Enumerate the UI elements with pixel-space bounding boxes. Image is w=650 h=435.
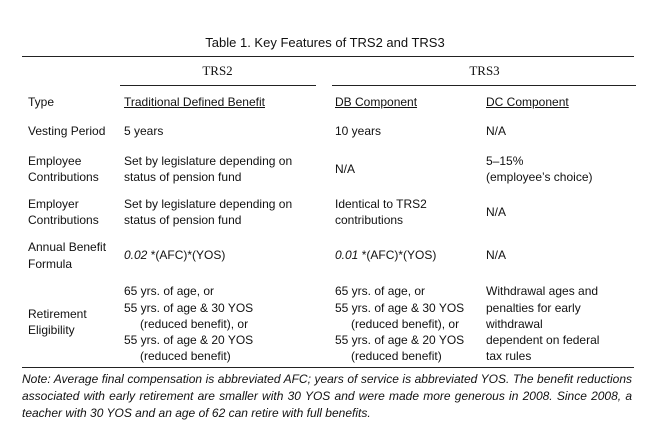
db-formula: 0.01 *(AFC)*(YOS) xyxy=(335,247,436,264)
db-eligibility-2: 55 yrs. of age & 30 YOS xyxy=(335,301,465,315)
dc-vesting: N/A xyxy=(486,124,507,138)
row-label-eligibility-1: Retirement xyxy=(28,307,87,321)
trs2-header-rule xyxy=(120,85,316,86)
dc-employee-1: 5–15% xyxy=(486,154,524,168)
dc-eligibility-2: penalties for early xyxy=(486,301,581,315)
top-rule xyxy=(22,56,634,57)
column-header-trs2: TRS2 xyxy=(202,63,233,78)
table-note: Note: Average final compensation is abbr… xyxy=(22,372,632,420)
trs2-formula-terms: *(AFC)*(YOS) xyxy=(147,248,226,262)
trs2-employer-1: Set by legislature depending on xyxy=(124,197,293,211)
row-label-vesting: Vesting Period xyxy=(28,124,106,138)
trs2-vesting: 5 years xyxy=(124,124,164,138)
row-label-employer-1: Employer xyxy=(28,197,79,211)
dc-eligibility-4: dependent on federal xyxy=(486,333,600,347)
column-header-trs3: TRS3 xyxy=(469,63,500,78)
row-label-employee-1: Employee xyxy=(28,154,82,168)
trs2-type: Traditional Defined Benefit xyxy=(124,95,265,109)
dc-employee-2: (employee’s choice) xyxy=(486,170,593,184)
db-eligibility-3: (reduced benefit), or xyxy=(351,317,460,331)
dc-formula: N/A xyxy=(486,248,507,262)
trs2-formula: 0.02 *(AFC)*(YOS) xyxy=(124,247,225,264)
row-label-employer-2: Contributions xyxy=(28,213,99,227)
db-type: DB Component xyxy=(335,95,418,109)
row-label-type: Type xyxy=(28,95,55,109)
db-vesting: 10 years xyxy=(335,124,382,138)
trs2-eligibility-3: (reduced benefit), or xyxy=(140,317,249,331)
dc-type: DC Component xyxy=(486,95,569,109)
trs2-employee-1: Set by legislature depending on xyxy=(124,154,293,168)
trs2-eligibility-2: 55 yrs. of age & 30 YOS xyxy=(124,301,254,315)
db-employee: N/A xyxy=(335,162,356,176)
db-eligibility-4: 55 yrs. of age & 20 YOS xyxy=(335,333,465,347)
trs2-eligibility-5: (reduced benefit) xyxy=(140,349,231,363)
trs2-eligibility-1: 65 yrs. of age, or xyxy=(124,284,215,298)
dc-employer: N/A xyxy=(486,205,507,219)
db-employer-2: contributions xyxy=(335,213,404,227)
row-label-formula-2: Formula xyxy=(28,257,73,271)
table-title: Table 1. Key Features of TRS2 and TRS3 xyxy=(205,35,445,50)
row-label-eligibility-2: Eligibility xyxy=(28,323,75,337)
db-employer-1: Identical to TRS2 xyxy=(335,197,427,211)
dc-eligibility-1: Withdrawal ages and xyxy=(486,284,599,298)
db-eligibility-5: (reduced benefit) xyxy=(351,349,442,363)
trs3-header-rule xyxy=(332,85,636,86)
row-label-formula-1: Annual Benefit xyxy=(28,240,107,254)
bottom-rule xyxy=(22,367,634,368)
trs2-formula-coefficient: 0.02 xyxy=(124,248,148,262)
row-label-employee-2: Contributions xyxy=(28,170,99,184)
db-formula-terms: *(AFC)*(YOS) xyxy=(358,248,437,262)
db-eligibility-1: 65 yrs. of age, or xyxy=(335,284,426,298)
trs2-eligibility-4: 55 yrs. of age & 20 YOS xyxy=(124,333,254,347)
db-formula-coefficient: 0.01 xyxy=(335,248,359,262)
dc-eligibility-5: tax rules xyxy=(486,349,532,363)
dc-eligibility-3: withdrawal xyxy=(486,317,543,331)
trs2-employee-2: status of pension fund xyxy=(124,170,242,184)
trs2-employer-2: status of pension fund xyxy=(124,213,242,227)
